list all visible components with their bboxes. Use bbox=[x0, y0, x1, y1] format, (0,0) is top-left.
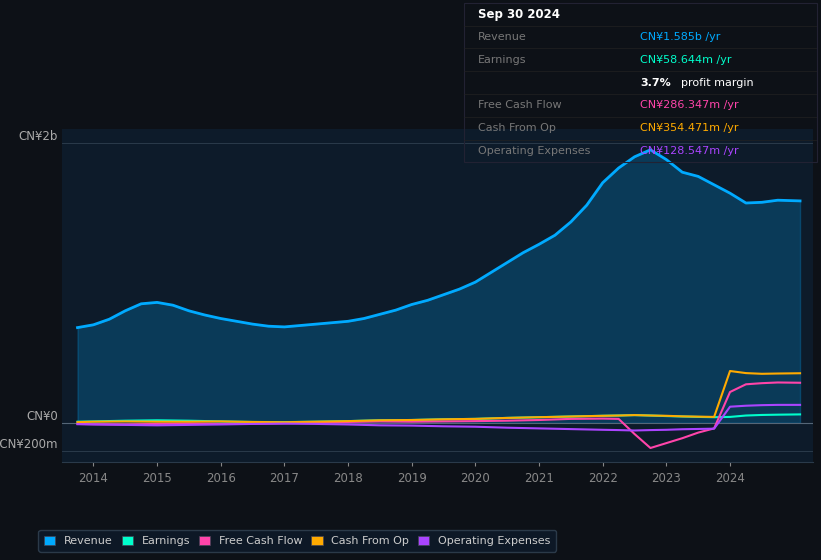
Text: Earnings: Earnings bbox=[478, 55, 526, 65]
Text: CN¥0: CN¥0 bbox=[26, 410, 57, 423]
Text: Sep 30 2024: Sep 30 2024 bbox=[478, 8, 560, 21]
Text: Revenue: Revenue bbox=[478, 32, 527, 42]
Text: Free Cash Flow: Free Cash Flow bbox=[478, 100, 562, 110]
Text: CN¥1.585b /yr: CN¥1.585b /yr bbox=[640, 32, 721, 42]
Text: profit margin: profit margin bbox=[681, 78, 754, 87]
Text: CN¥354.471m /yr: CN¥354.471m /yr bbox=[640, 123, 739, 133]
Text: Operating Expenses: Operating Expenses bbox=[478, 146, 590, 156]
Text: 3.7%: 3.7% bbox=[640, 78, 671, 87]
Text: Cash From Op: Cash From Op bbox=[478, 123, 556, 133]
Text: CN¥286.347m /yr: CN¥286.347m /yr bbox=[640, 100, 739, 110]
Text: CN¥128.547m /yr: CN¥128.547m /yr bbox=[640, 146, 739, 156]
Text: CN¥2b: CN¥2b bbox=[18, 130, 57, 143]
Legend: Revenue, Earnings, Free Cash Flow, Cash From Op, Operating Expenses: Revenue, Earnings, Free Cash Flow, Cash … bbox=[39, 530, 556, 552]
Text: -CN¥200m: -CN¥200m bbox=[0, 438, 57, 451]
Text: CN¥58.644m /yr: CN¥58.644m /yr bbox=[640, 55, 732, 65]
